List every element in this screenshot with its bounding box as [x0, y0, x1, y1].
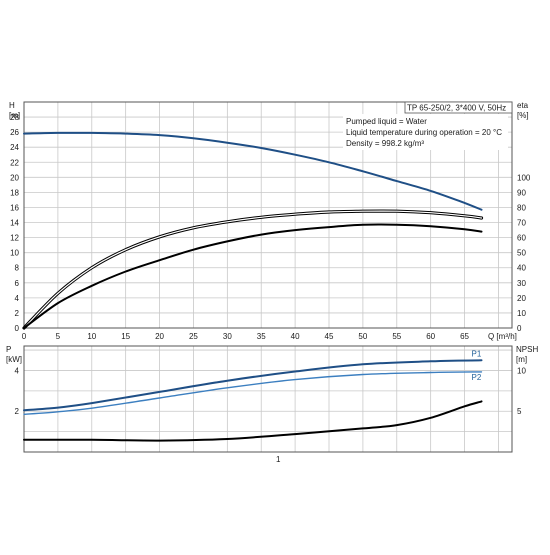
x-axis-title: Q [m³/h] — [488, 332, 517, 341]
x-tick-label: 10 — [87, 332, 96, 341]
y-tick-label: 24 — [10, 143, 19, 152]
eta-tick-label: 100 — [517, 173, 531, 182]
x-tick-label: 45 — [325, 332, 334, 341]
p-tick-label: 2 — [15, 407, 20, 416]
p2-curve-label: P2 — [472, 373, 482, 382]
eta-tick-label: 20 — [517, 294, 526, 303]
info-title-box — [404, 101, 513, 114]
head-curve — [23, 131, 483, 211]
eta-tick-label: 90 — [517, 188, 526, 197]
x-tick-label: 50 — [358, 332, 367, 341]
y-tick-label: 12 — [10, 234, 19, 243]
y-tick-label: 6 — [15, 279, 20, 288]
x-tick-label: 30 — [223, 332, 232, 341]
plot-frame — [23, 345, 513, 453]
npsh-tick-label: 5 — [517, 407, 522, 416]
eta-tick-label: 0 — [517, 324, 522, 333]
y-tick-label: 4 — [15, 294, 20, 303]
eta-tick-label: 50 — [517, 249, 526, 258]
plot-frame — [23, 101, 513, 329]
y-tick-label: 28 — [10, 113, 19, 122]
y-tick-label: 26 — [10, 128, 19, 137]
info-box-background — [343, 114, 508, 150]
power-npsh-panel: 2 4 P[kW] 5 10 NPSH[m] 1 P1 P2 — [6, 345, 538, 464]
x-tick-label: 60 — [426, 332, 435, 341]
npsh-tick-label: 10 — [517, 366, 526, 375]
eta-tick-label: 10 — [517, 309, 526, 318]
y-axis-title: H — [9, 101, 15, 110]
npsh-axis-unit: [m] — [516, 355, 527, 364]
info-line: Pumped liquid = Water — [346, 117, 427, 126]
efficiency-curve-core — [23, 210, 483, 329]
p2-curve — [23, 371, 483, 415]
npsh-axis-title: NPSH — [516, 345, 538, 354]
info-line: Liquid temperature during operation = 20… — [346, 128, 502, 137]
info-line: Density = 998.2 kg/m³ — [346, 139, 424, 148]
y-tick-label: 2 — [15, 309, 20, 318]
eta-axis-title: eta — [517, 101, 529, 110]
y-tick-label: 0 — [15, 324, 20, 333]
npsh-curve — [23, 400, 483, 442]
p-tick-label: 4 — [15, 366, 20, 375]
y-tick-label: 8 — [15, 264, 20, 273]
x-tick-label: 0 — [22, 332, 27, 341]
x-tick-label: 35 — [257, 332, 266, 341]
eta-axis-unit: [%] — [517, 111, 529, 120]
x-tick-label: 20 — [155, 332, 164, 341]
p-axis-unit: [kW] — [6, 355, 22, 364]
secondary-head-curve — [23, 223, 483, 329]
eta-tick-label: 70 — [517, 219, 526, 228]
x-tick-label: 1 — [276, 455, 281, 464]
y-tick-label: 10 — [10, 249, 19, 258]
eta-tick-label: 40 — [517, 264, 526, 273]
y-tick-label: 18 — [10, 188, 19, 197]
y-axis-unit: [m] — [9, 111, 20, 120]
x-tick-label: 40 — [291, 332, 300, 341]
head-efficiency-panel: 0246810121416182022242628H[m]01020304050… — [9, 101, 531, 341]
p1-curve-label: P1 — [472, 349, 482, 358]
x-tick-label: 5 — [56, 332, 61, 341]
x-tick-label: 15 — [121, 332, 130, 341]
p1-curve — [23, 359, 483, 412]
eta-tick-label: 80 — [517, 203, 526, 212]
y-tick-label: 22 — [10, 158, 19, 167]
eta-tick-label: 30 — [517, 279, 526, 288]
p-axis-title: P — [6, 345, 11, 354]
y-tick-label: 20 — [10, 173, 19, 182]
y-tick-label: 16 — [10, 203, 19, 212]
y-tick-label: 14 — [10, 219, 19, 228]
x-tick-label: 65 — [460, 332, 469, 341]
x-tick-label: 55 — [392, 332, 401, 341]
eta-tick-label: 60 — [517, 234, 526, 243]
x-tick-label: 25 — [189, 332, 198, 341]
efficiency-curve-outline — [22, 209, 484, 330]
info-title: TP 65-250/2, 3*400 V, 50Hz — [407, 104, 506, 113]
